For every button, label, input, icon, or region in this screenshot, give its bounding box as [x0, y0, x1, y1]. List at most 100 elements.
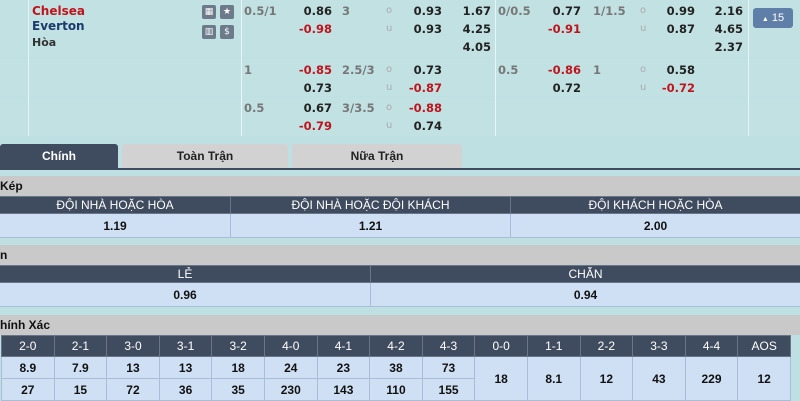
score-header: 3-3	[633, 336, 686, 357]
expand-more-button[interactable]: ▲ 15	[753, 8, 793, 28]
divider	[241, 0, 242, 136]
odds-cell[interactable]: 1.19	[0, 214, 231, 238]
half-under[interactable]: 0.87	[655, 22, 695, 36]
score-odds-away[interactable]: 155	[422, 379, 475, 401]
hdp-home[interactable]: 0.86	[292, 4, 332, 18]
hdp-away[interactable]: -0.79	[292, 119, 332, 133]
score-header: 2-0	[2, 336, 55, 357]
tab-underline	[0, 168, 800, 170]
half-hdp-home[interactable]: 0.77	[541, 4, 581, 18]
away-team[interactable]: Everton	[32, 19, 85, 33]
odds-cell[interactable]: 2.00	[511, 214, 800, 238]
half-over[interactable]: 0.99	[655, 4, 695, 18]
score-odds-draw[interactable]: 229	[685, 357, 738, 401]
score-odds-away[interactable]: 27	[2, 379, 55, 401]
over-label: o	[640, 5, 646, 16]
odds-cell[interactable]: 0.96	[0, 283, 371, 307]
score-header: 4-0	[264, 336, 317, 357]
hdp-line: 0.5	[244, 101, 264, 115]
half-hdp-home[interactable]: -0.86	[541, 63, 581, 77]
score-header: 3-2	[212, 336, 265, 357]
under-label: u	[386, 23, 392, 34]
half-1x2-home[interactable]: 2.16	[703, 4, 743, 18]
score-odds-away[interactable]: 35	[212, 379, 265, 401]
score-odds-away[interactable]: 72	[107, 379, 160, 401]
odds-row-2: 1 -0.85 0.73 2.5/3 o u 0.73 -0.87 0.5 -0…	[0, 59, 800, 96]
tab-half-match[interactable]: Nữa Trận	[292, 144, 462, 168]
double-chance-title: Kép	[0, 176, 800, 196]
half-ou-line: 1/1.5	[593, 4, 626, 18]
score-header: 3-0	[107, 336, 160, 357]
score-header: 4-2	[370, 336, 423, 357]
score-odds-home[interactable]: 23	[317, 357, 370, 379]
over-odds[interactable]: 0.73	[402, 63, 442, 77]
half-1x2-away[interactable]: 4.65	[703, 22, 743, 36]
1x2-away[interactable]: 4.25	[451, 22, 491, 36]
hdp-home[interactable]: 0.67	[292, 101, 332, 115]
under-label: u	[386, 120, 392, 131]
stats-icon[interactable]: ▦	[202, 5, 216, 19]
caret-up-icon: ▲	[762, 16, 769, 23]
score-odds-draw[interactable]: 12	[580, 357, 633, 401]
half-hdp-away[interactable]: -0.91	[541, 22, 581, 36]
over-label: o	[386, 102, 392, 113]
hdp-line: 0.5/1	[244, 4, 277, 18]
score-odds-draw[interactable]: 43	[633, 357, 686, 401]
score-odds-home[interactable]: 18	[212, 357, 265, 379]
over-odds[interactable]: -0.88	[402, 101, 442, 115]
1x2-draw[interactable]: 4.05	[451, 40, 491, 54]
star-icon[interactable]: ★	[220, 5, 234, 19]
score-odds-home[interactable]: 73	[422, 357, 475, 379]
half-hdp-away[interactable]: 0.72	[541, 81, 581, 95]
tab-full-match[interactable]: Toàn Trận	[122, 144, 288, 168]
score-odds-away[interactable]: 143	[317, 379, 370, 401]
under-label: u	[640, 82, 646, 93]
divider	[28, 0, 29, 136]
1x2-home[interactable]: 1.67	[451, 4, 491, 18]
score-odds-home[interactable]: 8.9	[2, 357, 55, 379]
half-1x2-draw[interactable]: 2.37	[703, 40, 743, 54]
home-team[interactable]: Chelsea	[32, 4, 85, 18]
score-header: AOS	[738, 336, 791, 357]
score-header: 1-1	[527, 336, 580, 357]
hdp-home[interactable]: -0.85	[292, 63, 332, 77]
score-header: 4-3	[422, 336, 475, 357]
half-over[interactable]: 0.58	[655, 63, 695, 77]
score-odds-away[interactable]: 36	[159, 379, 212, 401]
hdp-line: 1	[244, 63, 252, 77]
hdp-away[interactable]: -0.98	[292, 22, 332, 36]
half-under[interactable]: -0.72	[655, 81, 695, 95]
dollar-icon[interactable]: $	[220, 25, 234, 39]
score-odds-home[interactable]: 13	[107, 357, 160, 379]
hdp-away[interactable]: 0.73	[292, 81, 332, 95]
more-count: 15	[772, 12, 784, 24]
score-odds-home[interactable]: 7.9	[54, 357, 107, 379]
score-odds-draw[interactable]: 18	[475, 357, 528, 401]
odds-row-1: Chelsea Everton Hòa ▦ ★ ▥ $ 0.5/1 0.86 -…	[0, 0, 800, 58]
score-header: 4-4	[685, 336, 738, 357]
tab-main[interactable]: Chính	[0, 144, 118, 168]
under-label: u	[386, 82, 392, 93]
score-odds-home[interactable]: 38	[370, 357, 423, 379]
odds-cell[interactable]: 0.94	[371, 283, 800, 307]
score-odds-home[interactable]: 24	[264, 357, 317, 379]
odds-cell[interactable]: 1.21	[231, 214, 511, 238]
score-odds-draw[interactable]: 12	[738, 357, 791, 401]
under-odds[interactable]: -0.87	[402, 81, 442, 95]
score-odds-away[interactable]: 110	[370, 379, 423, 401]
over-odds[interactable]: 0.93	[402, 4, 442, 18]
chart-icon[interactable]: ▥	[202, 25, 216, 39]
column-header: CHẴN	[371, 266, 800, 283]
under-odds[interactable]: 0.74	[402, 119, 442, 133]
under-label: u	[640, 23, 646, 34]
ou-line: 2.5/3	[342, 63, 375, 77]
score-odds-away[interactable]: 15	[54, 379, 107, 401]
score-odds-draw[interactable]: 8.1	[527, 357, 580, 401]
column-header: ĐỘI KHÁCH HOẶC HÒA	[511, 197, 800, 214]
ou-line: 3	[342, 4, 350, 18]
half-hdp-line: 0.5	[498, 63, 518, 77]
score-odds-home[interactable]: 13	[159, 357, 212, 379]
score-odds-away[interactable]: 230	[264, 379, 317, 401]
under-odds[interactable]: 0.93	[402, 22, 442, 36]
